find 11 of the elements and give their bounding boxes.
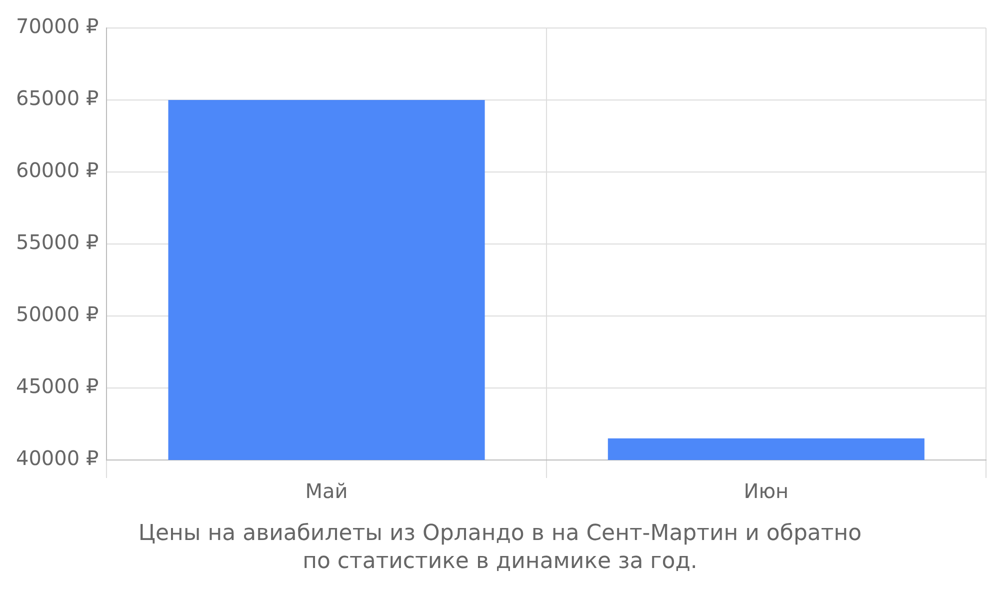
y-tick-label: 60000 ₽ [16, 158, 99, 182]
y-tick-label: 55000 ₽ [16, 230, 99, 254]
y-tick-label: 40000 ₽ [16, 446, 99, 470]
y-tick-label: 50000 ₽ [16, 302, 99, 326]
y-tick-label: 65000 ₽ [16, 86, 99, 110]
y-tick-label: 70000 ₽ [16, 14, 99, 38]
text: по статистике в динамике за год. [302, 548, 698, 576]
text: Цены на авиабилеты из Орландо в на Сент-Мартин и обратно [137, 520, 863, 548]
y-tick-label: 45000 ₽ [16, 374, 99, 398]
x-tick-label: Июн [744, 479, 789, 504]
x-tick-label: Май [305, 479, 348, 504]
